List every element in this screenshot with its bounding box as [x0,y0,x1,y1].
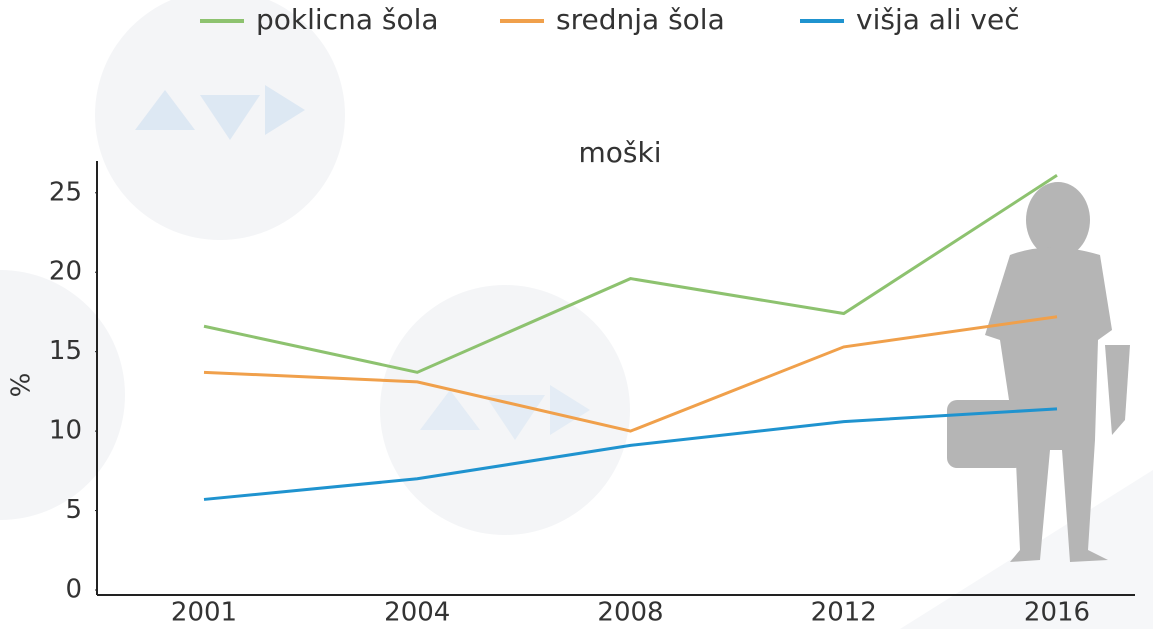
line [203,407,1058,501]
x-tick-label: 2016 [1024,598,1090,628]
silhouette [947,182,1130,562]
line [203,315,1058,433]
y-tick-label: 5 [65,495,82,525]
line [203,174,1058,374]
x-tick-label: 2004 [384,598,450,628]
y-tick-label: 10 [49,416,82,446]
y-tick-label: 0 [65,575,82,605]
y-tick-label: 15 [49,336,82,366]
y-axis-label: % [7,373,37,398]
x-tick-label: 2008 [597,598,663,628]
y-tick-label: 25 [49,177,82,207]
y-tick-label: 20 [49,257,82,287]
legend: poklicna šola srednja šola višja ali več [200,3,1020,36]
x-tick-label: 2001 [171,598,237,628]
legend-label: poklicna šola [256,3,439,36]
legend-label: srednja šola [556,3,725,36]
chart-title: moški [579,136,662,169]
x-tick-label: 2012 [811,598,877,628]
legend-label: višja ali več [856,3,1020,36]
